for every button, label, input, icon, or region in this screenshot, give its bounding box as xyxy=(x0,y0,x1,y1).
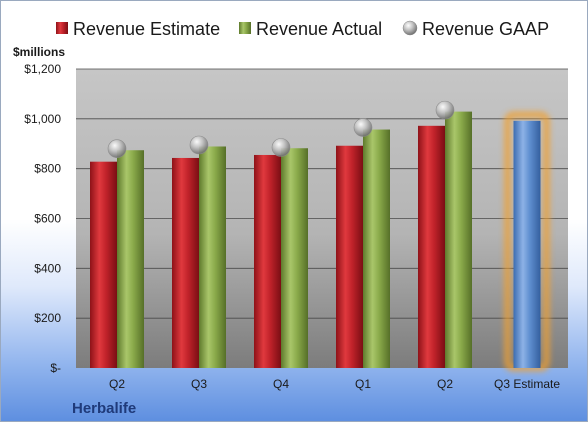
bar-revenue-estimate xyxy=(254,154,281,368)
x-tick-label: Q2 xyxy=(109,377,125,391)
bar-revenue-actual xyxy=(445,111,472,369)
y-tick-label: $800 xyxy=(34,162,61,176)
marker-revenue-gaap xyxy=(435,100,455,120)
bar-revenue-estimate xyxy=(172,157,199,368)
legend-swatch-revenue-estimate xyxy=(56,22,68,34)
y-tick-label: $- xyxy=(50,361,61,375)
bar-revenue-estimate xyxy=(418,125,445,368)
y-tick-label: $400 xyxy=(34,261,61,275)
x-tick-label: Q3 Estimate xyxy=(494,377,560,391)
company-name: Herbalife xyxy=(72,400,136,417)
y-tick-label: $1,200 xyxy=(24,62,61,76)
bar-revenue-estimate xyxy=(336,145,363,368)
legend-swatch-revenue-actual xyxy=(239,22,251,34)
x-tick-label: Q3 xyxy=(191,377,207,391)
legend-label-revenue-actual: Revenue Actual xyxy=(256,19,382,39)
legend-label-revenue-gaap: Revenue GAAP xyxy=(422,19,549,39)
legend-swatch-revenue-gaap xyxy=(402,20,418,36)
bar-revenue-actual xyxy=(281,148,308,368)
x-axis: Q2 Q3 Q4 Q1 Q2 Q3 Estimate xyxy=(109,377,560,391)
y-tick-label: $600 xyxy=(34,212,61,226)
bar-revenue-actual xyxy=(363,129,390,368)
y-tick-label: $200 xyxy=(34,311,61,325)
y-tick-label: $1,000 xyxy=(24,112,61,126)
marker-revenue-gaap xyxy=(271,138,291,157)
legend-item-revenue-gaap: Revenue GAAP xyxy=(402,19,549,39)
legend-item-revenue-estimate: Revenue Estimate xyxy=(56,19,220,39)
marker-revenue-gaap xyxy=(107,139,127,159)
marker-revenue-gaap xyxy=(353,118,373,137)
y-axis: $- $200 $400 $600 $800 $1,000 $1,200 xyxy=(24,62,61,375)
x-tick-label: Q4 xyxy=(273,377,289,391)
bar-revenue-actual xyxy=(117,150,144,368)
legend-label-revenue-estimate: Revenue Estimate xyxy=(73,19,220,39)
legend: Revenue Estimate Revenue Actual Revenue … xyxy=(56,19,549,39)
y-unit-label: $millions xyxy=(13,45,65,59)
marker-revenue-gaap xyxy=(189,135,209,155)
bars xyxy=(90,111,550,372)
bar-revenue-actual xyxy=(199,146,226,368)
legend-item-revenue-actual: Revenue Actual xyxy=(239,19,382,39)
bar-revenue-estimate xyxy=(90,161,117,368)
x-tick-label: Q1 xyxy=(355,377,371,391)
bar-q3-estimate xyxy=(513,120,541,369)
gridlines xyxy=(76,68,568,319)
x-tick-label: Q2 xyxy=(437,377,453,391)
gaap-markers xyxy=(107,100,455,159)
